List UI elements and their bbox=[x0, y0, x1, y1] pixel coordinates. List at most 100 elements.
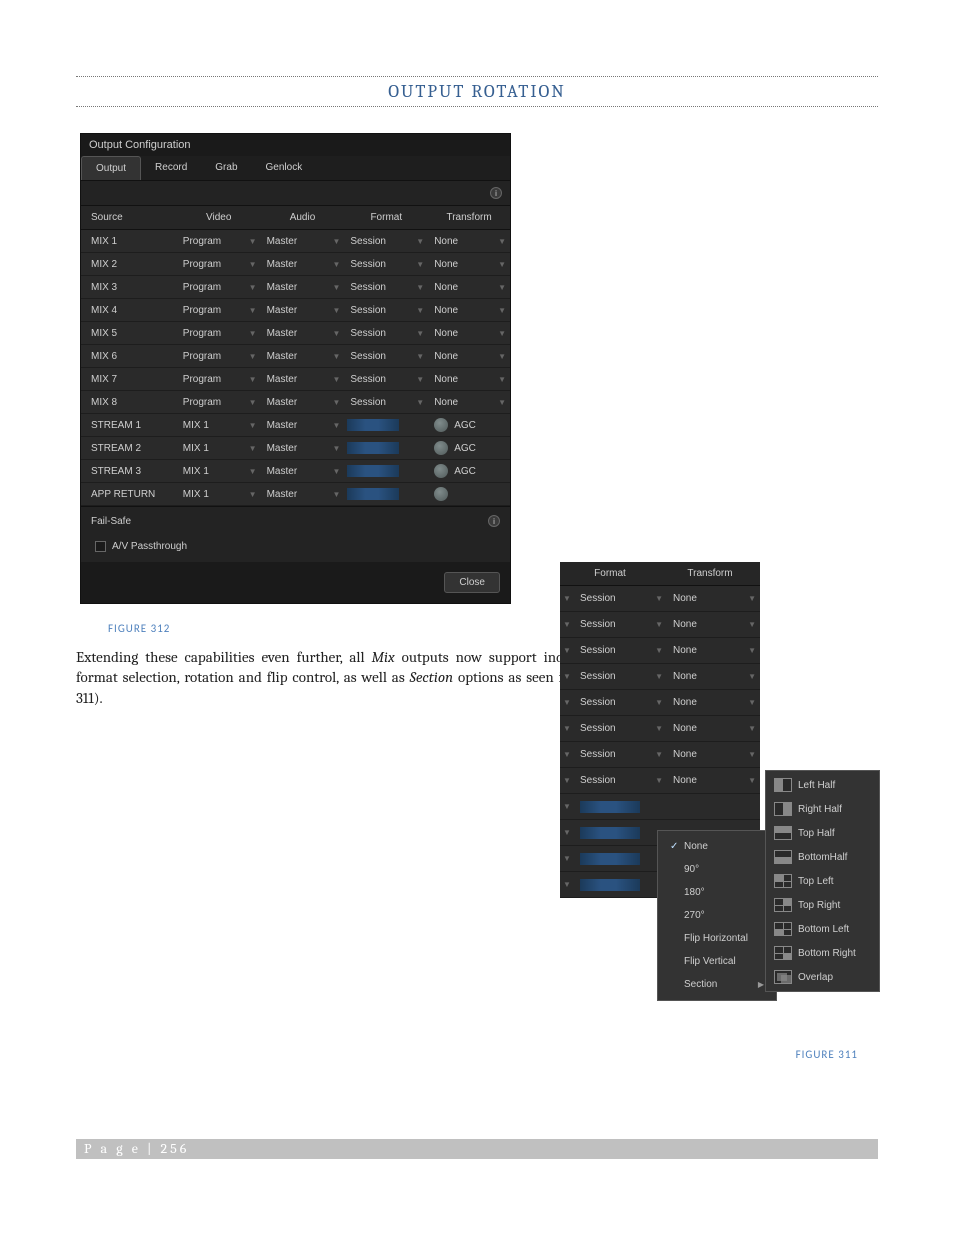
format-dropdown[interactable]: Session▼ bbox=[574, 671, 667, 682]
section-item-overlap[interactable]: Overlap bbox=[766, 965, 879, 989]
dialog-infobar: i bbox=[81, 181, 510, 205]
dropdown[interactable]: MIX 1▼ bbox=[177, 439, 261, 457]
format-dropdown[interactable]: Session▼ bbox=[574, 775, 667, 786]
dropdown[interactable]: MIX 1▼ bbox=[177, 462, 261, 480]
transform-dropdown[interactable]: None▼ bbox=[667, 671, 760, 682]
dropdown[interactable]: Master▼ bbox=[261, 347, 345, 365]
info-icon[interactable]: i bbox=[488, 515, 500, 527]
section-item-label: BottomHalf bbox=[798, 852, 847, 863]
close-button[interactable]: Close bbox=[444, 572, 500, 593]
dropdown[interactable]: None▼ bbox=[428, 232, 510, 250]
tab-grab[interactable]: Grab bbox=[201, 156, 251, 180]
menu-item-flip-vertical[interactable]: Flip Vertical bbox=[658, 950, 776, 973]
dropdown[interactable]: Master▼ bbox=[261, 393, 345, 411]
format-dropdown[interactable]: Session▼ bbox=[574, 723, 667, 734]
dropdown[interactable]: Master▼ bbox=[261, 255, 345, 273]
page-footer: P a g e | 256 bbox=[76, 1139, 878, 1159]
dropdown[interactable]: Master▼ bbox=[261, 301, 345, 319]
spectrum-icon bbox=[580, 853, 640, 865]
dropdown[interactable]: None▼ bbox=[428, 255, 510, 273]
dropdown[interactable]: Session▼ bbox=[344, 347, 428, 365]
dropdown[interactable]: MIX 1▼ bbox=[177, 416, 261, 434]
spectrum-icon bbox=[580, 827, 640, 839]
dropdown[interactable]: Program▼ bbox=[177, 232, 261, 250]
transform-dropdown[interactable]: None▼ bbox=[667, 593, 760, 604]
section-item-tr[interactable]: Top Right bbox=[766, 893, 879, 917]
section-item-bl[interactable]: Bottom Left bbox=[766, 917, 879, 941]
dropdown[interactable]: None▼ bbox=[428, 324, 510, 342]
info-icon[interactable]: i bbox=[490, 187, 502, 199]
dropdown[interactable]: Master▼ bbox=[261, 370, 345, 388]
gain-knob[interactable] bbox=[434, 418, 448, 432]
menu-item-none[interactable]: ✓None bbox=[658, 835, 776, 858]
dropdown[interactable]: None▼ bbox=[428, 370, 510, 388]
dropdown[interactable]: Master▼ bbox=[261, 462, 345, 480]
dropdown[interactable]: Program▼ bbox=[177, 324, 261, 342]
section-item-bottom[interactable]: BottomHalf bbox=[766, 845, 879, 869]
dropdown[interactable]: Session▼ bbox=[344, 370, 428, 388]
dropdown[interactable]: None▼ bbox=[428, 278, 510, 296]
section-item-top[interactable]: Top Half bbox=[766, 821, 879, 845]
transform-dropdown[interactable]: None▼ bbox=[667, 749, 760, 760]
checkbox-icon[interactable] bbox=[95, 541, 106, 552]
chevron-down-icon: ▼ bbox=[332, 237, 340, 246]
section-item-tl[interactable]: Top Left bbox=[766, 869, 879, 893]
menu-item-270-[interactable]: 270° bbox=[658, 904, 776, 927]
dropdown[interactable]: Session▼ bbox=[344, 278, 428, 296]
transform-dropdown[interactable]: None▼ bbox=[667, 645, 760, 656]
chevron-down-icon: ▼ bbox=[498, 260, 506, 269]
gain-knob[interactable] bbox=[434, 441, 448, 455]
transform-dropdown[interactable]: None▼ bbox=[667, 723, 760, 734]
dropdown[interactable]: Session▼ bbox=[344, 232, 428, 250]
dropdown[interactable]: Program▼ bbox=[177, 393, 261, 411]
format-dropdown[interactable]: Session▼ bbox=[574, 645, 667, 656]
dropdown[interactable]: None▼ bbox=[428, 393, 510, 411]
dropdown[interactable]: Program▼ bbox=[177, 255, 261, 273]
menu-item-90-[interactable]: 90° bbox=[658, 858, 776, 881]
transform-dropdown[interactable]: None▼ bbox=[667, 619, 760, 630]
section-item-right[interactable]: Right Half bbox=[766, 797, 879, 821]
output-row: MIX 1Program▼Master▼Session▼None▼ bbox=[81, 230, 510, 253]
passthrough-row[interactable]: A/V Passthrough bbox=[81, 535, 510, 562]
transform-dropdown[interactable]: None▼ bbox=[667, 775, 760, 786]
format-dropdown[interactable]: Session▼ bbox=[574, 593, 667, 604]
dropdown[interactable]: None▼ bbox=[428, 301, 510, 319]
rp-row: ▼Session▼None▼ bbox=[560, 716, 760, 742]
dropdown[interactable]: Session▼ bbox=[344, 301, 428, 319]
section-title: OUTPUT ROTATION bbox=[76, 76, 878, 107]
format-dropdown[interactable]: Session▼ bbox=[574, 619, 667, 630]
menu-item-flip-horizontal[interactable]: Flip Horizontal bbox=[658, 927, 776, 950]
dropdown[interactable]: Master▼ bbox=[261, 485, 345, 503]
agc-label: AGC bbox=[454, 443, 476, 454]
section-item-left[interactable]: Left Half bbox=[766, 773, 879, 797]
dropdown[interactable]: Master▼ bbox=[261, 416, 345, 434]
menu-item-section[interactable]: Section▶ bbox=[658, 973, 776, 996]
dropdown[interactable]: Program▼ bbox=[177, 370, 261, 388]
dropdown[interactable]: Master▼ bbox=[261, 439, 345, 457]
dropdown[interactable]: Program▼ bbox=[177, 301, 261, 319]
gain-knob[interactable] bbox=[434, 464, 448, 478]
dropdown[interactable]: Master▼ bbox=[261, 324, 345, 342]
dropdown[interactable]: MIX 1▼ bbox=[177, 485, 261, 503]
dropdown[interactable]: None▼ bbox=[428, 347, 510, 365]
dropdown[interactable]: Session▼ bbox=[344, 324, 428, 342]
section-top-icon bbox=[774, 826, 792, 840]
dropdown[interactable]: Master▼ bbox=[261, 278, 345, 296]
tab-output[interactable]: Output bbox=[81, 156, 141, 180]
format-dropdown[interactable]: Session▼ bbox=[574, 697, 667, 708]
dropdown[interactable]: Session▼ bbox=[344, 255, 428, 273]
dropdown[interactable]: Program▼ bbox=[177, 347, 261, 365]
chevron-down-icon: ▼ bbox=[416, 306, 424, 315]
dropdown[interactable]: Program▼ bbox=[177, 278, 261, 296]
tab-genlock[interactable]: Genlock bbox=[252, 156, 317, 180]
chevron-down-icon: ▼ bbox=[498, 329, 506, 338]
dropdown[interactable]: Session▼ bbox=[344, 393, 428, 411]
failsafe-label: Fail-Safe bbox=[91, 516, 131, 527]
format-dropdown[interactable]: Session▼ bbox=[574, 749, 667, 760]
menu-item-180-[interactable]: 180° bbox=[658, 881, 776, 904]
section-item-br[interactable]: Bottom Right bbox=[766, 941, 879, 965]
transform-dropdown[interactable]: None▼ bbox=[667, 697, 760, 708]
dropdown[interactable]: Master▼ bbox=[261, 232, 345, 250]
gain-knob[interactable] bbox=[434, 487, 448, 501]
tab-record[interactable]: Record bbox=[141, 156, 201, 180]
